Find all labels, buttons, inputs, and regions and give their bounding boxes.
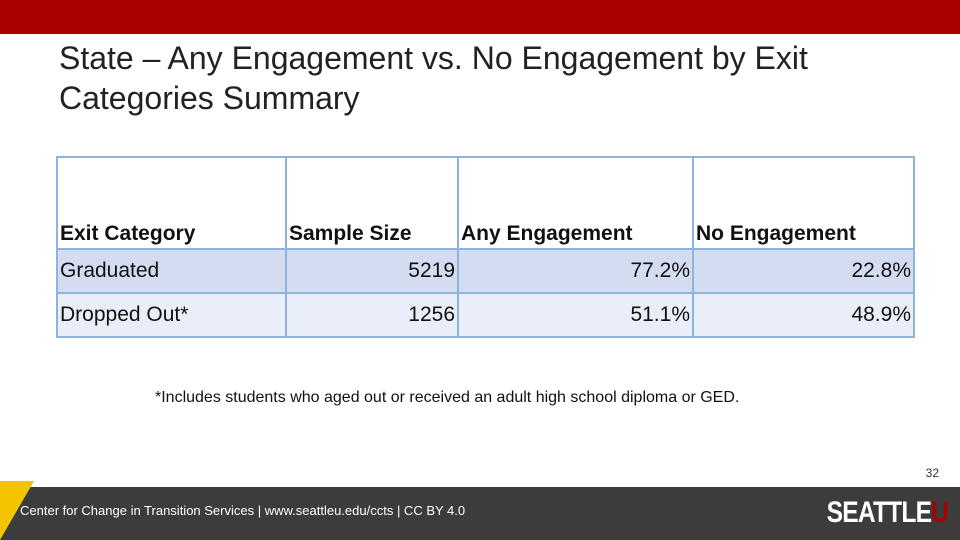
table-row: Graduated 5219 77.2% 22.8% xyxy=(56,248,915,294)
slide-title: State – Any Engagement vs. No Engagement… xyxy=(59,40,808,116)
summary-table: Exit Category Sample Size Any Engagement… xyxy=(56,156,915,338)
page-number: 32 xyxy=(925,466,939,480)
header-exit-category: Exit Category xyxy=(56,156,287,250)
logo-text-accent: U xyxy=(931,496,949,529)
footnote: *Includes students who aged out or recei… xyxy=(155,389,740,406)
cell-any-engagement: 51.1% xyxy=(457,292,694,338)
seattle-u-logo: SEATTLEU xyxy=(826,496,949,530)
table-row: Dropped Out* 1256 51.1% 48.9% xyxy=(56,292,915,338)
cell-sample-size: 1256 xyxy=(285,292,459,338)
footer-bar xyxy=(0,487,960,540)
logo-text-main: SEATTLE xyxy=(826,496,932,529)
header-no-engagement: No Engagement xyxy=(692,156,915,250)
footer-text: Center for Change in Transition Services… xyxy=(20,503,466,518)
cell-exit-category: Dropped Out* xyxy=(56,292,287,338)
cell-any-engagement: 77.2% xyxy=(457,248,694,294)
cell-exit-category: Graduated xyxy=(56,248,287,294)
footer-accent-shape xyxy=(0,481,34,540)
cell-no-engagement: 22.8% xyxy=(692,248,915,294)
cell-no-engagement: 48.9% xyxy=(692,292,915,338)
cell-sample-size: 5219 xyxy=(285,248,459,294)
top-accent-bar xyxy=(0,0,960,34)
table-header-row: Exit Category Sample Size Any Engagement… xyxy=(56,156,915,250)
header-sample-size: Sample Size xyxy=(285,156,459,250)
header-any-engagement: Any Engagement xyxy=(457,156,694,250)
